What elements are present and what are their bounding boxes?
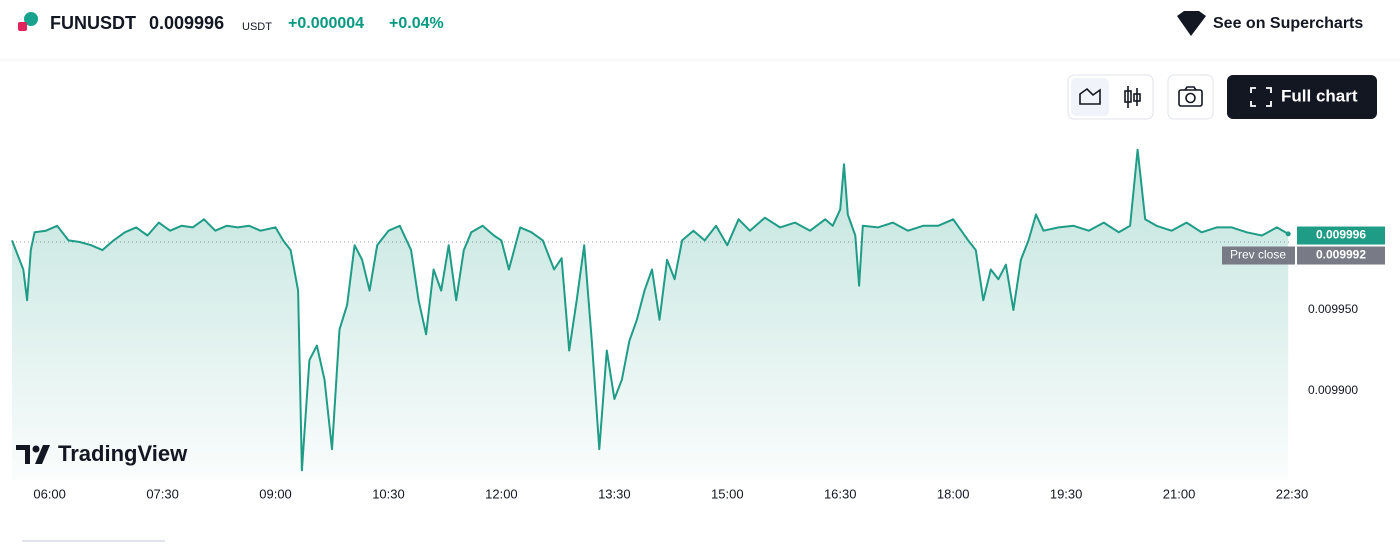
price: 0.009996 [149,13,224,33]
candles-button[interactable] [1124,86,1141,108]
logo-icon [18,22,27,31]
brand-icon [35,445,50,464]
logo-icon [24,12,38,26]
last-price-box [1297,226,1385,245]
x-tick-label: 19:30 [1050,486,1083,501]
camera-icon [1178,86,1203,107]
supercharts-icon[interactable] [1177,11,1206,36]
x-tick-label: 07:30 [146,486,179,501]
supercharts-link[interactable]: See on Supercharts [1213,15,1363,32]
snapshot-button[interactable] [1167,74,1214,120]
x-tick-label: 21:00 [1163,486,1196,501]
x-tick-label: 16:30 [824,486,857,501]
x-tick-label: 12:00 [485,486,518,501]
brand-icon [32,445,40,453]
brand: TradingView [16,441,188,466]
symbol: FUNUSDT [50,13,136,33]
fullscreen-icon [1250,87,1272,107]
prev-close-tag [1222,246,1295,265]
prev-close-box [1297,246,1385,265]
y-tick-label: 0.009950 [1308,302,1358,316]
price-line [11,148,1289,472]
x-tick-label: 06:00 [33,486,66,501]
prev-close-value: 0.009992 [1316,248,1366,262]
brand-icon [16,445,30,464]
x-tick-label: 13:30 [598,486,631,501]
full-chart-label: Full chart [1281,86,1358,105]
x-tick-label: 22:30 [1276,486,1309,501]
area-fill [12,149,1289,480]
currency: USDT [242,21,272,33]
change: +0.000004 [288,15,364,32]
y-tick-label: 0.009900 [1308,383,1358,397]
last-price-label: 0.009996 [1316,228,1366,242]
area-button[interactable] [1071,78,1109,116]
area-icon [1079,87,1101,105]
prev-close-text: Prev close [1230,248,1286,262]
toolbar: Full chart [1067,74,1377,120]
header: FUNUSDT 0.009996 USDT +0.000004 +0.04% S… [0,11,1400,61]
x-tick-label: 18:00 [937,486,970,501]
x-tick-label: 09:00 [259,486,292,501]
brand-name: TradingView [58,441,188,466]
x-tick-label: 15:00 [711,486,744,501]
change-percent: +0.04% [389,15,444,32]
full-chart-button[interactable] [1227,75,1377,119]
x-tick-label: 10:30 [372,486,405,501]
last-point [1285,231,1291,237]
